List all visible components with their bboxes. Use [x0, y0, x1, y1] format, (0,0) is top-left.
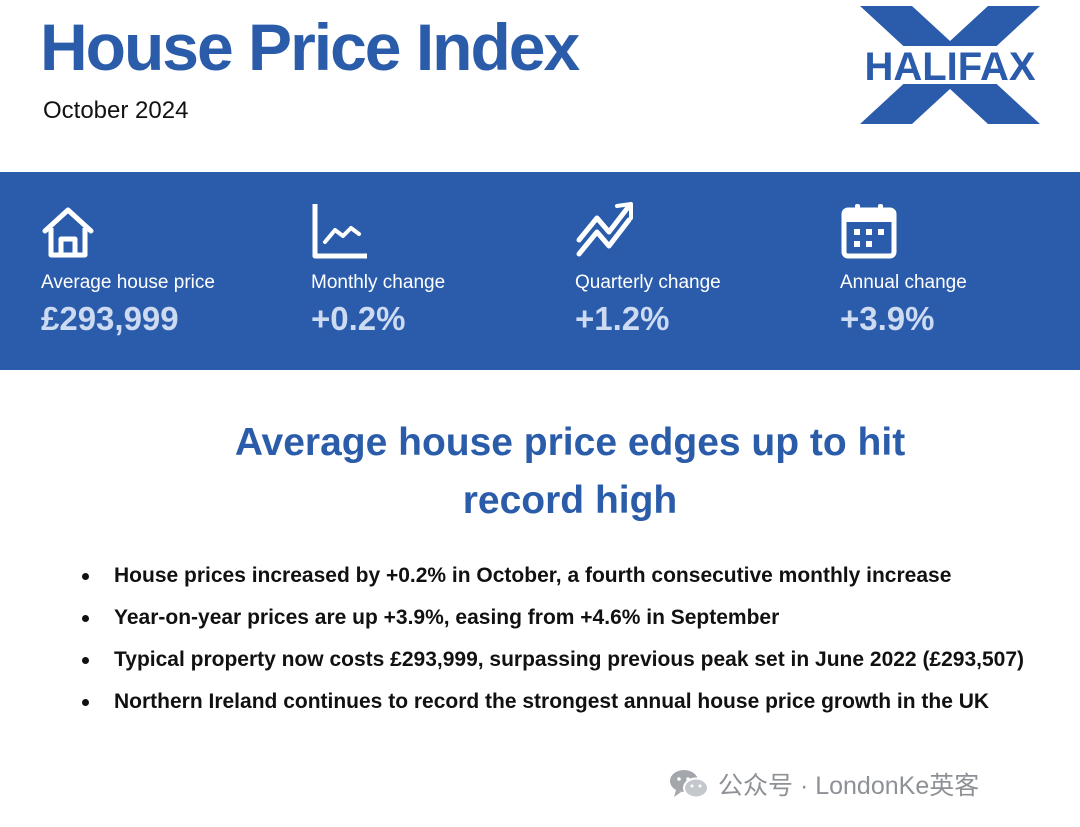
logo-text: HALIFAX	[864, 45, 1035, 89]
key-points-list: House prices increased by +0.2% in Octob…	[76, 562, 1036, 730]
stat-value: +3.9%	[840, 300, 935, 337]
bullet-icon	[82, 615, 89, 622]
stat-monthly-change: Monthly change +0.2%	[311, 202, 551, 352]
list-item: House prices increased by +0.2% in Octob…	[76, 562, 1036, 590]
page-title: House Price Index	[40, 10, 580, 84]
bullet-icon	[82, 573, 89, 580]
stat-annual-change: Annual change +3.9%	[840, 202, 1080, 352]
list-item-text: Northern Ireland continues to record the…	[114, 690, 990, 713]
stat-label: Monthly change	[311, 272, 446, 293]
bullet-icon	[82, 657, 89, 664]
zigzag-arrows-icon	[576, 202, 633, 257]
stat-value: +1.2%	[575, 300, 670, 337]
watermark: 公众号 · LondonKe英客	[668, 764, 979, 804]
list-item-text: Typical property now costs £293,999, sur…	[114, 648, 1025, 671]
stat-value: £293,999	[41, 300, 179, 337]
stat-average-price: Average house price £293,999	[41, 202, 281, 352]
headline: Average house price edges up to hit reco…	[140, 414, 1000, 530]
watermark-text: 公众号 · LondonKe英客	[718, 772, 980, 800]
list-item: Northern Ireland continues to record the…	[76, 688, 1036, 716]
report-date: October 2024	[43, 97, 189, 124]
key-stats-band: Average house price £293,999 Monthly cha…	[0, 172, 1080, 370]
line-chart-icon	[312, 204, 367, 259]
halifax-logo: HALIFAX	[860, 6, 1040, 124]
stat-quarterly-change: Quarterly change +1.2%	[575, 202, 815, 352]
headline-line-2: record high	[462, 479, 678, 522]
wechat-icon	[668, 767, 710, 801]
list-item: Year-on-year prices are up +3.9%, easing…	[76, 604, 1036, 632]
house-icon	[42, 207, 94, 258]
headline-line-1: Average house price edges up to hit	[234, 421, 906, 464]
list-item: Typical property now costs £293,999, sur…	[76, 646, 1036, 674]
stat-label: Average house price	[41, 272, 215, 293]
stat-label: Quarterly change	[575, 272, 721, 293]
report-header: House Price Index October 2024 HALIFAX	[0, 0, 1080, 172]
stat-value: +0.2%	[311, 300, 406, 337]
stat-label: Annual change	[840, 272, 967, 293]
bullet-icon	[82, 699, 89, 706]
list-item-text: House prices increased by +0.2% in Octob…	[114, 564, 952, 587]
list-item-text: Year-on-year prices are up +3.9%, easing…	[114, 606, 780, 629]
calendar-icon	[841, 204, 897, 259]
